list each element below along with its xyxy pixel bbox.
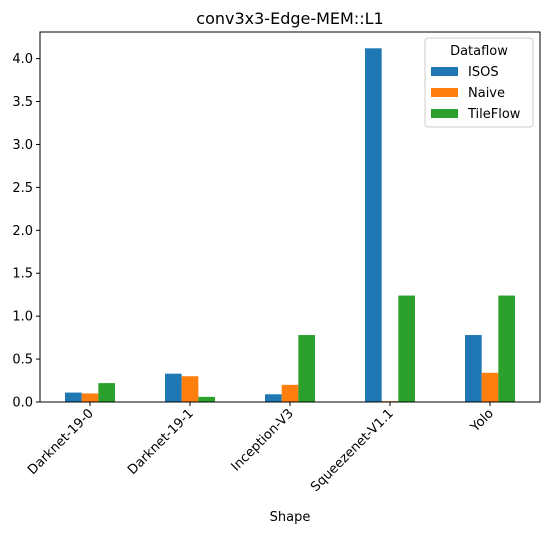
y-tick-label: 3.0 xyxy=(12,138,33,153)
x-axis: Darknet-19-0 Darknet-19-1 Inception-V3 Sque… xyxy=(25,402,497,495)
bar-naive-0 xyxy=(81,393,99,402)
legend-label-naive: Naive xyxy=(468,86,505,101)
plot-frame xyxy=(39,31,541,403)
legend-swatch-naive xyxy=(431,88,458,97)
bar-tileflow-1 xyxy=(198,396,215,402)
y-tick-label: 0.0 xyxy=(12,396,33,411)
y-tick-label: 3.5 xyxy=(12,95,33,110)
y-axis: 0.0 0.5 1.0 1.5 2.0 2.5 3.0 3.5 4.0 xyxy=(12,52,40,411)
legend-label-tileflow: TileFlow xyxy=(467,107,521,122)
legend-label-isos: ISOS xyxy=(468,65,499,80)
legend: Dataflow ISOS Naive TileFlow xyxy=(424,37,534,128)
legend-title: Dataflow xyxy=(450,44,508,59)
x-tick-label: Darknet-19-0 xyxy=(25,406,97,478)
legend-swatch-isos xyxy=(431,67,458,76)
bar-isos-3 xyxy=(365,48,382,403)
bar-isos-1 xyxy=(165,373,182,402)
bar-isos-4 xyxy=(465,335,482,402)
legend-box xyxy=(424,37,534,128)
y-tick-label: 1.5 xyxy=(12,267,33,282)
y-tick-label: 0.5 xyxy=(12,353,33,368)
bar-naive-2 xyxy=(281,384,299,402)
y-tick-label: 1.0 xyxy=(12,310,33,325)
x-axis-label: Shape xyxy=(270,510,311,525)
x-tick-label: Darknet-19-1 xyxy=(125,406,197,478)
x-tick-label: Squeezenet-V1.1 xyxy=(308,406,397,495)
legend-swatch-tileflow xyxy=(431,109,458,118)
bar-tileflow-0 xyxy=(98,383,115,402)
y-tick-label: 2.0 xyxy=(12,224,33,239)
bar-naive-1 xyxy=(181,376,199,402)
bar-isos-0 xyxy=(65,392,82,402)
x-tick-label: Yolo xyxy=(467,406,497,436)
bars-group xyxy=(65,48,515,403)
chart-title: conv3x3-Edge-MEM::L1 xyxy=(196,9,383,28)
y-tick-label: 2.5 xyxy=(12,181,33,196)
x-tick-label: Inception-V3 xyxy=(229,406,297,474)
bar-isos-2 xyxy=(265,394,282,402)
bar-tileflow-3 xyxy=(398,295,415,402)
y-tick-label: 4.0 xyxy=(12,52,33,67)
bar-naive-4 xyxy=(481,372,499,402)
bar-tileflow-2 xyxy=(298,335,315,402)
bar-tileflow-4 xyxy=(498,295,515,402)
